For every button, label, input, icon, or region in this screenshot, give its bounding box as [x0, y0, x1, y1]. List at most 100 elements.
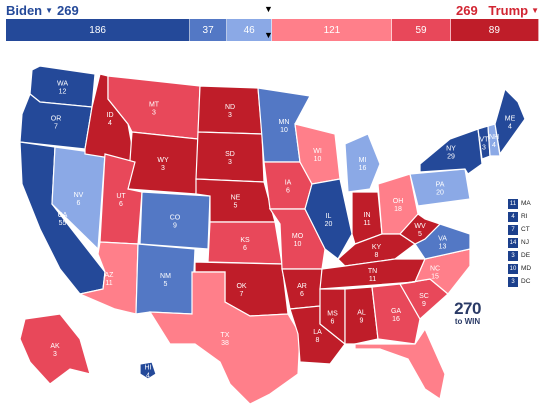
270-marker-bottom-icon: ▼ [264, 30, 273, 40]
state-label-tx: TX [221, 332, 230, 339]
state-label-mi: MI [359, 157, 367, 164]
logo-text: to WIN [454, 317, 481, 326]
state-ev-ne: 5 [234, 203, 238, 210]
legend-state-abbr: MA [521, 200, 531, 207]
state-label-mn: MN [279, 119, 290, 126]
state-label-ga: GA [391, 308, 401, 315]
state-label-ia: IA [285, 180, 292, 187]
legend-row[interactable]: 4 RI [508, 210, 545, 223]
state-label-ne: NE [231, 195, 241, 202]
state-ev-sc: 9 [422, 301, 426, 308]
biden-candidate-dropdown[interactable]: Biden ▼ [6, 3, 53, 18]
state-ev-ny: 29 [447, 154, 455, 161]
state-ms[interactable] [319, 288, 346, 346]
state-co[interactable] [139, 191, 211, 250]
ev-bar-segment: 121 [272, 19, 393, 41]
legend-state-abbr: DE [521, 252, 531, 259]
state-label-ms: MS [327, 311, 338, 318]
state-ev-ky: 8 [375, 252, 379, 259]
state-label-ky: KY [372, 244, 382, 251]
state-ev-ms: 6 [331, 319, 335, 326]
legend-row[interactable]: 3 DE [508, 249, 545, 262]
ev-bar-segment: 186 [6, 19, 191, 41]
state-label-il: IL [326, 213, 332, 220]
trump-candidate-dropdown[interactable]: Trump ▼ [488, 3, 539, 18]
state-label-vt: VT [480, 137, 490, 144]
legend-state-abbr: NJ [521, 239, 529, 246]
state-ev-oh: 18 [394, 206, 402, 213]
state-ev-ok: 7 [240, 291, 244, 298]
state-wv[interactable] [399, 213, 442, 245]
state-ev-sd: 3 [228, 159, 232, 166]
state-tx[interactable] [148, 271, 301, 405]
state-label-ar: AR [297, 283, 307, 290]
state-label-ak: AK [50, 343, 60, 350]
270towin-logo: 270 to WIN [445, 300, 490, 326]
legend-ev-box: 3 [508, 276, 518, 287]
state-ev-ak: 3 [53, 351, 57, 358]
state-ev-fl: 29 [396, 366, 404, 373]
state-ev-ks: 6 [243, 245, 247, 252]
state-ev-wy: 3 [161, 165, 165, 172]
state-ev-ut: 6 [119, 201, 123, 208]
state-ny[interactable] [419, 128, 483, 175]
state-label-or: OR [51, 116, 62, 123]
state-ev-nd: 3 [228, 112, 232, 119]
legend-row[interactable]: 11 MA [508, 197, 545, 210]
state-label-ut: UT [116, 193, 126, 200]
state-ev-in: 11 [363, 220, 370, 227]
trump-ev-total: 269 [456, 3, 478, 18]
state-label-fl: FL [396, 358, 404, 365]
state-mi[interactable] [344, 133, 381, 193]
biden-ev-total: 269 [57, 3, 79, 18]
state-ev-mt: 3 [152, 110, 156, 117]
state-label-wv: WV [414, 223, 426, 230]
state-label-me: ME [505, 116, 516, 123]
state-ev-nh: 4 [492, 142, 496, 149]
state-al[interactable] [344, 286, 379, 345]
state-label-wi: WI [313, 148, 322, 155]
legend-state-abbr: DC [521, 278, 531, 285]
state-ev-ia: 6 [286, 188, 290, 195]
state-ev-ca: 55 [59, 220, 67, 227]
state-ev-tn: 11 [369, 276, 376, 283]
state-label-ok: OK [236, 283, 246, 290]
legend-row[interactable]: 10 MD [508, 262, 545, 275]
state-ak[interactable] [19, 313, 91, 385]
legend-ev-box: 4 [508, 211, 518, 222]
state-me[interactable] [494, 87, 526, 156]
state-ev-vt: 3 [482, 145, 486, 152]
state-ev-nv: 6 [77, 200, 81, 207]
state-label-la: LA [313, 329, 322, 336]
state-ev-id: 4 [108, 120, 112, 127]
us-electoral-map[interactable]: WA12OR7CA55NV6ID4MT3WY3UT6AZ11CO9NM5ND3S… [0, 44, 545, 407]
state-ev-al: 9 [360, 318, 364, 325]
state-ev-la: 8 [316, 337, 320, 344]
legend-row[interactable]: 3 DC [508, 275, 545, 288]
state-ev-wv: 5 [418, 231, 422, 238]
state-ev-az: 11 [105, 280, 112, 287]
legend-ev-box: 11 [508, 198, 518, 209]
state-fl[interactable] [354, 327, 446, 400]
state-ev-hi: 4 [146, 373, 150, 380]
state-ev-mi: 16 [359, 165, 367, 172]
state-ev-ar: 6 [300, 291, 304, 298]
legend-ev-box: 7 [508, 224, 518, 235]
electoral-vote-bar: 186 37 46 121 59 89 [6, 19, 539, 41]
chevron-down-icon: ▼ [45, 6, 54, 15]
legend-ev-box: 3 [508, 250, 518, 261]
legend-row[interactable]: 7 CT [508, 223, 545, 236]
state-ev-wa: 12 [59, 89, 67, 96]
state-label-wa: WA [57, 81, 68, 88]
legend-row[interactable]: 14 NJ [508, 236, 545, 249]
state-hi[interactable] [139, 361, 157, 380]
state-nh[interactable] [487, 123, 501, 157]
state-label-nv: NV [74, 192, 84, 199]
state-label-wy: WY [157, 157, 169, 164]
ev-bar-segment: 37 [190, 19, 227, 41]
state-ev-mo: 10 [294, 241, 302, 248]
state-label-hi: HI [145, 365, 152, 372]
state-label-tn: TN [368, 268, 377, 275]
state-label-ca: CA [58, 212, 68, 219]
state-label-nc: NC [430, 266, 440, 273]
